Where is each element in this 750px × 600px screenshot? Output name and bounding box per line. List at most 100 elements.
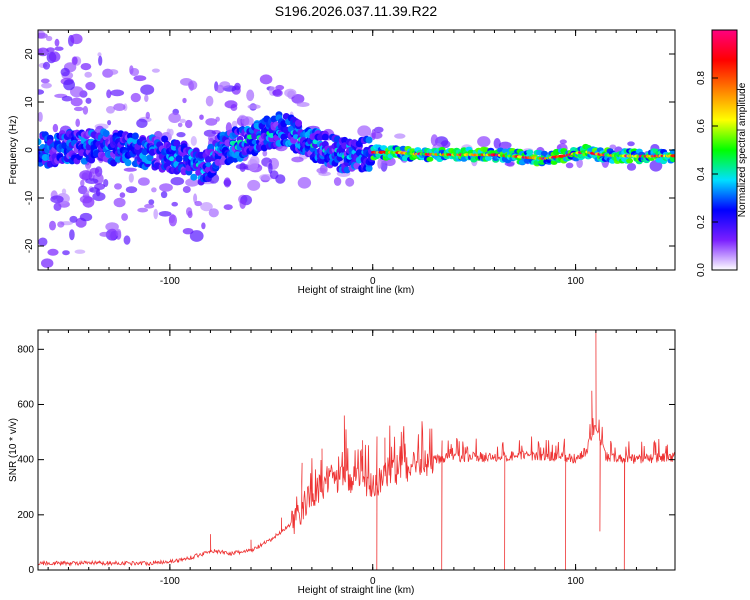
spectrogram-cell: [201, 222, 206, 230]
spectrogram-cell: [394, 133, 406, 139]
colorbar-tick-label: 0.4: [696, 167, 707, 181]
y-tick-label: 800: [17, 344, 34, 355]
spectrogram-cell: [69, 229, 75, 241]
spectrogram-cell: [205, 95, 214, 107]
spectrogram-cell: [50, 195, 64, 204]
spectrogram-cell: [74, 249, 86, 254]
spectrogram-cell: [107, 228, 118, 241]
spectrogram-peak: [251, 139, 258, 145]
spectrogram-cell: [85, 97, 92, 104]
spectrogram-cell: [73, 106, 84, 112]
spectrogram-cell: [371, 129, 376, 141]
spectrogram-cell: [626, 163, 637, 171]
spectrogram-cell: [207, 143, 215, 151]
spectrogram-cell: [189, 230, 204, 242]
spectrogram-cell: [247, 179, 261, 191]
spectrogram-cell: [272, 89, 283, 97]
colorbar: 0.0 0.2 0.4 0.6 0.8 Normalized spectral ampl…: [696, 29, 748, 277]
spectrogram-cell: [124, 159, 132, 167]
spectrogram-cell: [291, 156, 304, 163]
spectrogram-cell: [144, 203, 155, 209]
spectrogram-cell: [200, 202, 213, 212]
x-tick-label: 0: [370, 276, 376, 287]
colorbar-label: Normalized spectral amplitude: [737, 82, 748, 217]
spectrogram-cell: [316, 167, 327, 174]
spectrogram-cell: [70, 33, 83, 45]
spectrogram-cell: [186, 207, 193, 217]
spectrogram-cell: [559, 139, 567, 144]
x-tick-label: 100: [567, 576, 584, 587]
spectrogram-cell: [94, 183, 106, 191]
spectrogram-cell: [321, 133, 329, 141]
spectrogram-cell: [97, 52, 102, 57]
spectrogram-cell: [38, 237, 48, 247]
spectrogram-cell: [296, 102, 310, 107]
spectrogram-cell: [193, 193, 198, 204]
spectrogram-cell: [123, 167, 137, 172]
spectrogram-cell: [69, 215, 78, 223]
spectrogram-cell: [268, 162, 273, 174]
spectrogram-cell: [137, 207, 149, 213]
spectrogram-cell: [160, 191, 168, 199]
y-tick-label: 20: [24, 48, 35, 60]
snr-ylabel: SNR (10 * v/v): [8, 418, 19, 482]
snr-xlabel: Height of straight line (km): [298, 585, 415, 596]
spectrogram-cell: [205, 118, 218, 126]
spectrogram-cell: [133, 75, 147, 82]
spectrogram-cell: [80, 179, 85, 187]
spectrogram-cell: [140, 84, 155, 95]
spectrogram-cell: [114, 183, 122, 190]
spectrogram-cell: [40, 78, 50, 84]
spectrogram-cell: [357, 125, 372, 137]
spectrogram-cell: [128, 173, 134, 183]
spectrogram-cell: [333, 177, 342, 186]
x-tick-label: 0: [370, 576, 376, 587]
spectrogram-cell: [41, 82, 52, 89]
spectrogram-cell: [247, 158, 259, 171]
spectrogram-cell: [430, 134, 438, 147]
spectrogram-cell: [41, 258, 54, 269]
spectrogram-peak: [670, 154, 675, 158]
chart-title: S196.2026.037.11.39.R22: [275, 3, 438, 19]
spectrogram-cell: [190, 136, 197, 146]
spectrogram-cell: [80, 63, 92, 71]
spectrogram-cell: [440, 140, 451, 149]
snr-panel: -100 0 100 0 200 400 600 800 Height of straight…: [8, 329, 676, 596]
spectrogram-xlabel: Height of straight line (km): [298, 285, 415, 296]
spectrogram-cell: [60, 67, 70, 77]
spectrogram-cell: [161, 135, 169, 143]
colorbar-ticks: 0.0 0.2 0.4 0.6 0.8: [696, 71, 718, 277]
x-tick-label: -100: [160, 276, 180, 287]
x-tick-label: 100: [567, 276, 584, 287]
spectrogram-cell: [71, 56, 78, 65]
spectrogram-cell: [62, 250, 70, 256]
spectrogram-cell: [102, 130, 110, 137]
spectrogram-cell: [297, 177, 312, 189]
spectrogram-cell: [365, 136, 373, 144]
spectrogram-cell: [45, 35, 53, 42]
spectrogram-ylabel: Frequency (Hz): [8, 116, 19, 185]
spectrogram-cell: [649, 160, 663, 172]
spectrogram-cell: [148, 199, 155, 206]
snr-frame: [37, 329, 676, 571]
spectrogram-cell: [106, 106, 115, 114]
spectrogram-cell: [151, 68, 160, 73]
spectrogram-cell: [291, 94, 305, 104]
spectrogram-cell: [168, 112, 181, 124]
spectrogram-cell: [85, 190, 90, 195]
spectrogram-cell: [275, 84, 285, 91]
spectrogram-peak: [205, 162, 212, 168]
spectrogram-cell: [182, 97, 187, 104]
spectrogram-cell: [130, 92, 141, 103]
spectrogram-cell: [48, 51, 61, 62]
y-tick-label: 0: [28, 565, 34, 576]
spectrogram-cell: [79, 212, 93, 222]
spectrogram-cell: [246, 89, 255, 102]
spectrogram-cell: [259, 173, 273, 181]
spectrogram-cell: [526, 149, 534, 155]
x-tick-label: -100: [160, 576, 180, 587]
spectrogram-cell: [275, 174, 286, 184]
spectrogram-cell: [223, 204, 233, 211]
